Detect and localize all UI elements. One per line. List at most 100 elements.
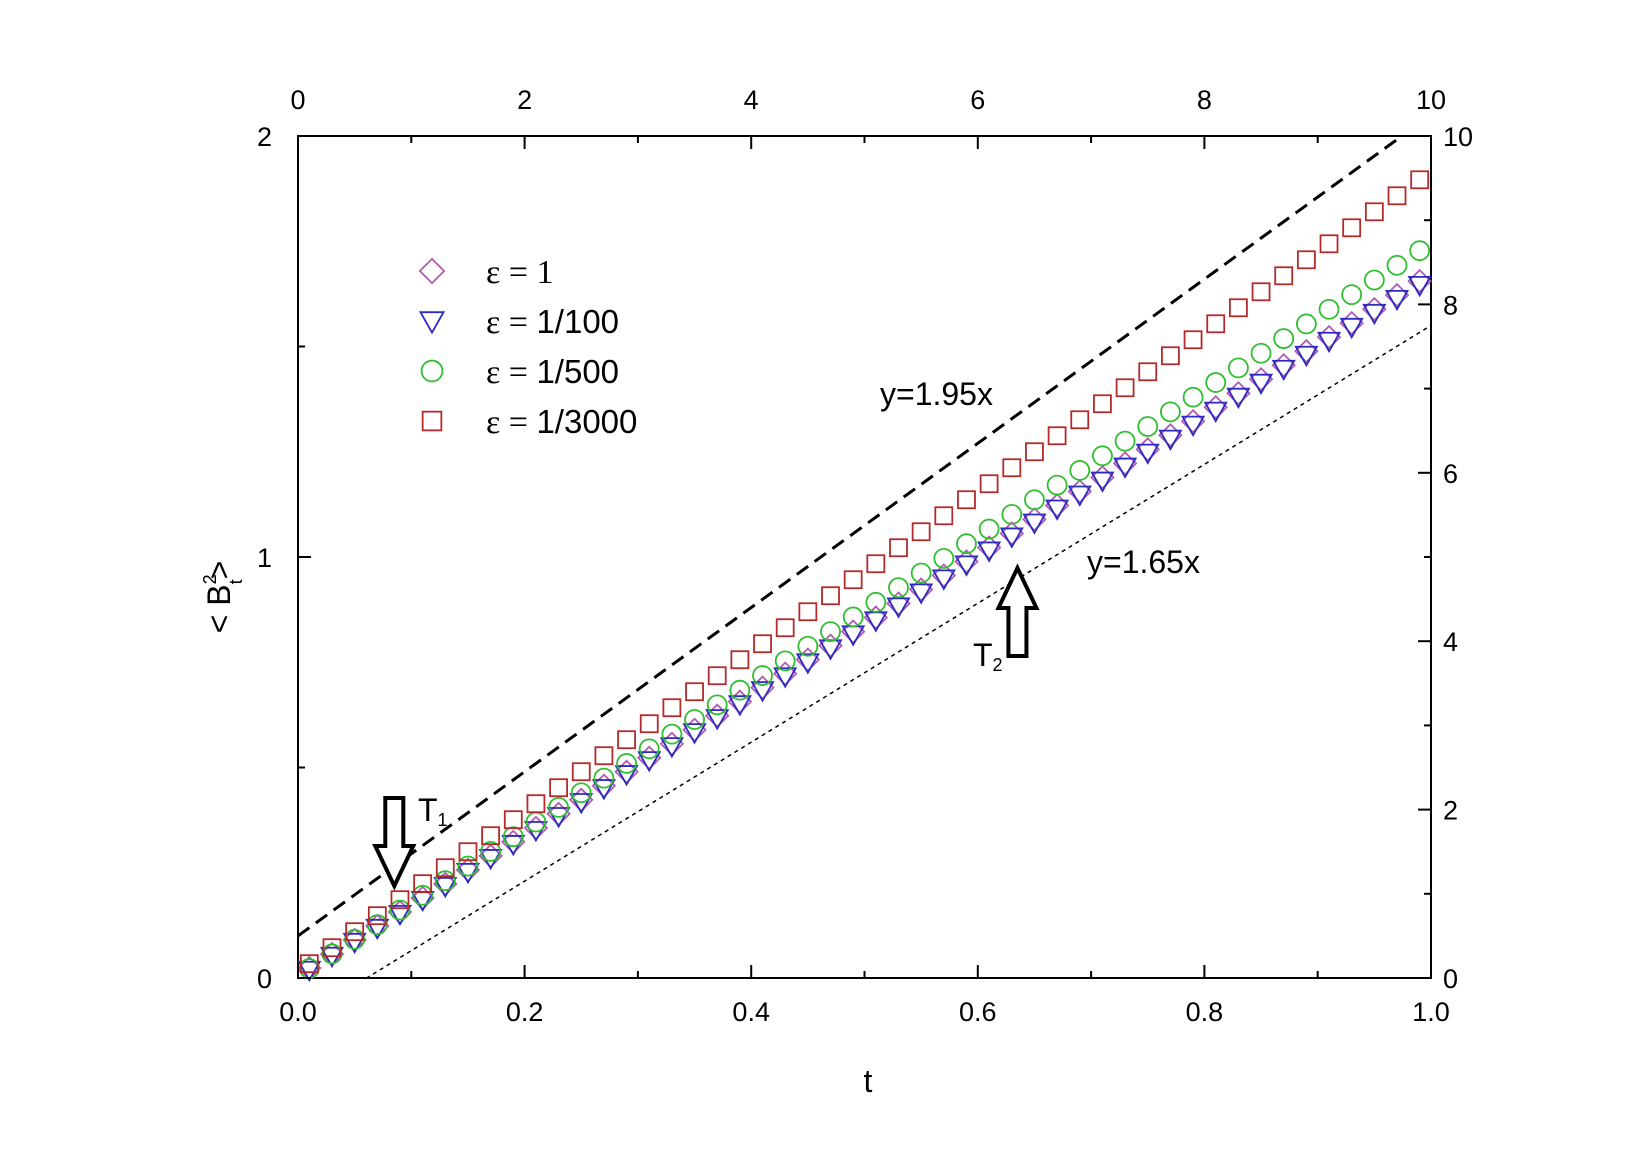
right-tick-label: 2 <box>1443 796 1458 826</box>
data-point <box>956 533 977 555</box>
data-point <box>1341 284 1363 306</box>
data-point <box>1090 471 1115 493</box>
data-point <box>843 570 863 590</box>
data-point <box>1067 479 1093 504</box>
data-point <box>637 751 662 773</box>
data-point <box>908 577 934 602</box>
data-point <box>617 730 636 750</box>
data-point <box>772 661 798 686</box>
data-point <box>366 914 388 936</box>
data-point <box>1342 218 1362 238</box>
legend-marker <box>420 359 444 383</box>
data-point <box>1273 328 1295 349</box>
x-tick-label: 1.0 <box>1412 997 1450 1027</box>
data-point <box>888 577 909 599</box>
data-point <box>865 591 887 613</box>
data-point <box>1114 430 1136 452</box>
x-tick-label: 0.4 <box>732 997 770 1027</box>
data-point <box>954 549 979 574</box>
data-point <box>933 547 955 569</box>
data-point <box>979 474 999 494</box>
data-point <box>1203 394 1229 420</box>
data-point <box>840 619 866 644</box>
legend: ε = 1 ε = 1/100 ε = 1/500 ε = 1/3000 <box>418 254 637 441</box>
data-point <box>842 606 864 628</box>
data-point <box>1090 465 1115 490</box>
x-tick-label: 0.8 <box>1186 997 1224 1027</box>
x-tick-label: 0.2 <box>506 997 544 1027</box>
data-point <box>820 621 841 643</box>
series-triangle-down <box>297 275 1432 983</box>
data-point <box>659 737 684 759</box>
data-point <box>614 765 639 787</box>
data-point <box>795 653 820 675</box>
data-point <box>548 797 569 818</box>
data-point <box>798 602 818 622</box>
x-tick-label: 0.6 <box>959 997 997 1027</box>
data-point <box>1227 357 1249 379</box>
data-point <box>954 555 979 577</box>
reference-line <box>365 324 1431 978</box>
data-point <box>1294 345 1319 368</box>
data-point <box>1113 457 1138 479</box>
data-point <box>909 583 934 605</box>
data-point <box>750 675 775 700</box>
data-point <box>1044 493 1070 518</box>
data-point <box>1384 289 1410 312</box>
data-point <box>931 569 956 591</box>
data-point <box>413 874 433 894</box>
data-point <box>1410 170 1430 190</box>
data-point <box>569 793 594 815</box>
data-point <box>1274 266 1294 286</box>
data-point <box>434 870 456 892</box>
data-point <box>729 679 751 701</box>
legend-label: ε = 1/3000 <box>486 403 637 441</box>
data-point <box>594 746 614 766</box>
top-tick-label: 8 <box>1197 85 1212 115</box>
data-point <box>1024 489 1045 511</box>
data-point <box>1093 394 1112 414</box>
legend-marker <box>421 410 443 432</box>
data-point <box>1364 202 1384 222</box>
right-tick-label: 4 <box>1443 627 1458 657</box>
y-tick-label: 1 <box>257 543 272 573</box>
data-point <box>1319 234 1339 254</box>
plot-border <box>297 135 1432 979</box>
reference-label-lower: y=1.65x <box>1087 544 1200 580</box>
data-point <box>1046 474 1068 496</box>
data-point <box>866 554 886 574</box>
top-tick-label: 6 <box>970 85 985 115</box>
data-point <box>433 876 458 899</box>
top-tick-label: 4 <box>744 85 759 115</box>
right-tick-label: 0 <box>1443 964 1458 994</box>
data-point <box>1067 485 1092 507</box>
data-point <box>957 490 976 510</box>
data-point <box>1158 429 1183 451</box>
data-point <box>1228 298 1248 318</box>
legend-label: ε = 1/100 <box>486 303 619 341</box>
reference-label-upper: y=1.95x <box>880 376 993 412</box>
data-point <box>389 899 411 921</box>
data-point <box>707 666 727 686</box>
data-point <box>1047 426 1067 446</box>
data-point <box>549 778 568 798</box>
data-point <box>1001 503 1023 525</box>
plot-frame <box>297 135 1432 979</box>
data-point <box>435 858 455 878</box>
data-point <box>1226 387 1251 410</box>
data-point <box>1022 507 1047 532</box>
data-point <box>818 633 843 658</box>
data-point <box>1339 317 1364 340</box>
series-square <box>299 170 1430 974</box>
data-point <box>911 522 931 542</box>
data-point <box>1181 415 1206 437</box>
data-point <box>999 527 1024 549</box>
data-point <box>1205 372 1227 393</box>
data-point <box>1316 331 1342 354</box>
data-point <box>503 810 523 830</box>
data-point <box>1137 416 1159 437</box>
data-point <box>387 904 413 927</box>
data-point <box>322 938 342 958</box>
data-point <box>481 826 501 846</box>
data-point <box>976 535 1002 560</box>
